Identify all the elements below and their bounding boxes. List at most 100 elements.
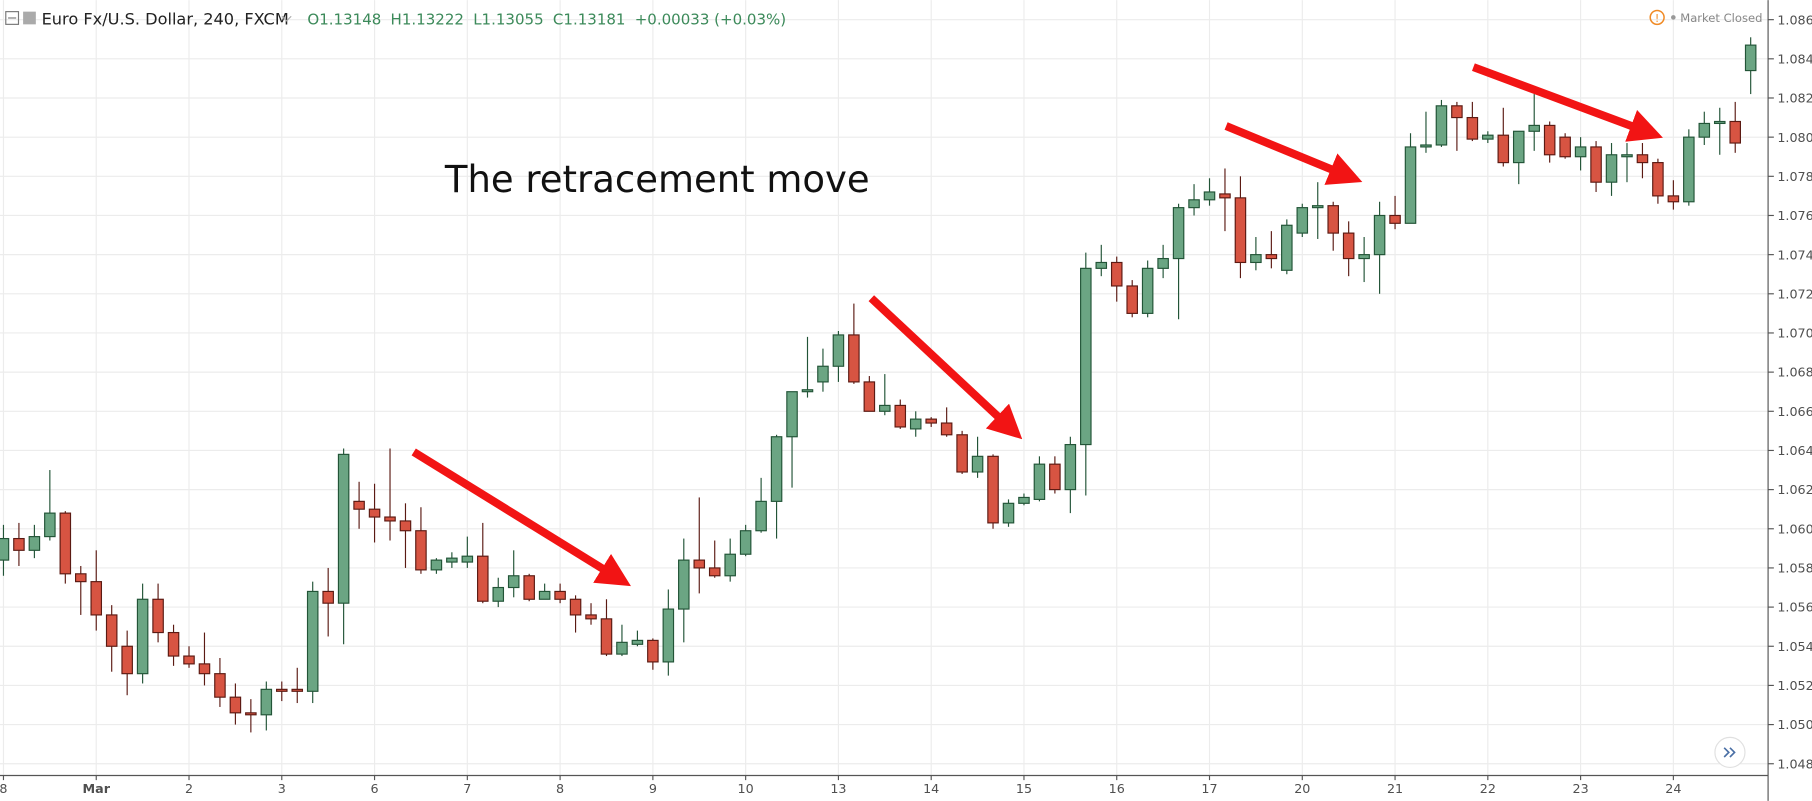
candle-body	[1110, 261, 1123, 287]
candle-body	[1713, 120, 1726, 125]
y-tick-label: 1.06000	[1777, 521, 1812, 536]
candle-body	[1497, 134, 1510, 164]
y-tick-label: 1.05000	[1777, 717, 1812, 732]
candle-body	[198, 663, 211, 675]
candle-body	[1172, 207, 1185, 260]
candle-body	[739, 530, 752, 555]
candle-body	[1744, 44, 1757, 72]
candle-body	[105, 614, 118, 647]
candle-body	[1203, 191, 1216, 201]
candle-body	[214, 673, 226, 698]
candle-body	[28, 536, 41, 551]
candle-body	[1729, 120, 1741, 144]
candle-body	[1373, 214, 1386, 256]
x-tick-label: 6	[371, 781, 379, 796]
price-axis: 1.04800 1.05000 1.05200 1.05400 1.05600 1.058…	[1768, 12, 1812, 771]
collapse-icon[interactable]	[5, 11, 20, 25]
candle-body	[276, 688, 288, 692]
y-tick-label: 1.05400	[1777, 639, 1812, 654]
symbol-title[interactable]: Euro Fx/U.S. Dollar, 240, FXCM	[42, 9, 289, 28]
candle-body	[1482, 134, 1494, 140]
candle-body	[786, 391, 798, 438]
candle-body	[1420, 144, 1432, 148]
candle-body	[554, 590, 566, 600]
candle-body	[600, 618, 613, 655]
x-tick-label: 20	[1294, 781, 1310, 796]
y-tick-label: 1.04800	[1777, 756, 1812, 771]
candle-body	[337, 453, 350, 604]
x-tick-label: 13	[830, 781, 846, 796]
candle-body	[1435, 105, 1448, 146]
candle-body	[1296, 207, 1309, 234]
candle-body	[430, 559, 443, 571]
candle-body	[1095, 261, 1108, 269]
candle-body	[415, 530, 427, 571]
x-tick-label: 16	[1109, 781, 1125, 796]
arrow	[868, 295, 1023, 440]
candle-body	[461, 555, 474, 563]
candle-body	[306, 590, 319, 692]
x-tick-label: 14	[923, 781, 939, 796]
scroll-icon	[1723, 747, 1736, 758]
candle-body	[693, 559, 706, 569]
candle-body	[971, 455, 984, 473]
x-tick-label: 8	[556, 781, 564, 796]
status-icon	[1649, 9, 1665, 26]
ohlc-value: C1.13181	[553, 10, 626, 28]
candle-body	[585, 614, 597, 620]
candle-body	[631, 639, 644, 645]
symbol-icon[interactable]	[23, 11, 36, 25]
x-tick-label: 17	[1201, 781, 1217, 796]
candle-body	[817, 365, 829, 383]
candle-body	[647, 639, 659, 663]
candle-body	[987, 455, 999, 524]
candle-body	[1033, 463, 1046, 500]
candle-body	[1311, 205, 1324, 209]
candle-body	[940, 422, 953, 436]
candle-body	[477, 555, 489, 602]
x-tick-label: 7	[463, 781, 471, 796]
x-tick-label: 3	[278, 781, 286, 796]
ohlc-value: L1.13055	[473, 10, 543, 28]
candle-body	[1002, 502, 1015, 524]
candle-body	[1234, 197, 1247, 264]
scroll-button[interactable]	[1714, 736, 1746, 768]
candle-body	[662, 608, 675, 663]
candle-body	[1512, 130, 1525, 164]
x-tick-label: 8	[0, 781, 8, 796]
candle-body	[1404, 146, 1417, 224]
x-tick-label: 15	[1016, 781, 1032, 796]
candle-body	[384, 516, 396, 522]
candle-body	[1543, 124, 1556, 156]
x-tick-label: 10	[738, 781, 754, 796]
x-tick-label: Mar	[82, 781, 110, 796]
candle-body	[925, 418, 937, 424]
candle-body	[1265, 254, 1278, 260]
dropdown-icon[interactable]	[281, 15, 292, 22]
candle-body	[770, 436, 783, 502]
x-tick-label: 23	[1573, 781, 1589, 796]
candle-body	[1281, 224, 1293, 271]
candle-body	[260, 688, 273, 716]
candle-body	[446, 557, 458, 563]
candle-body	[1049, 463, 1061, 491]
candle-body	[569, 598, 582, 616]
x-tick-label: 22	[1480, 781, 1496, 796]
candle-body	[245, 712, 257, 716]
candle-body	[1219, 193, 1231, 199]
candle-body	[44, 512, 56, 538]
annotation: The retracement move	[444, 158, 870, 201]
candle-body	[879, 404, 891, 412]
candle-body	[1621, 154, 1633, 158]
candle-body	[1157, 257, 1169, 269]
arrow	[411, 448, 631, 587]
y-tick-label: 1.08400	[1777, 51, 1812, 66]
candle-body	[1389, 214, 1401, 224]
candle-body	[1126, 285, 1138, 314]
candle-body	[724, 553, 736, 577]
candle-body	[616, 641, 628, 655]
candle-body	[121, 645, 133, 675]
candle-body	[507, 575, 520, 589]
